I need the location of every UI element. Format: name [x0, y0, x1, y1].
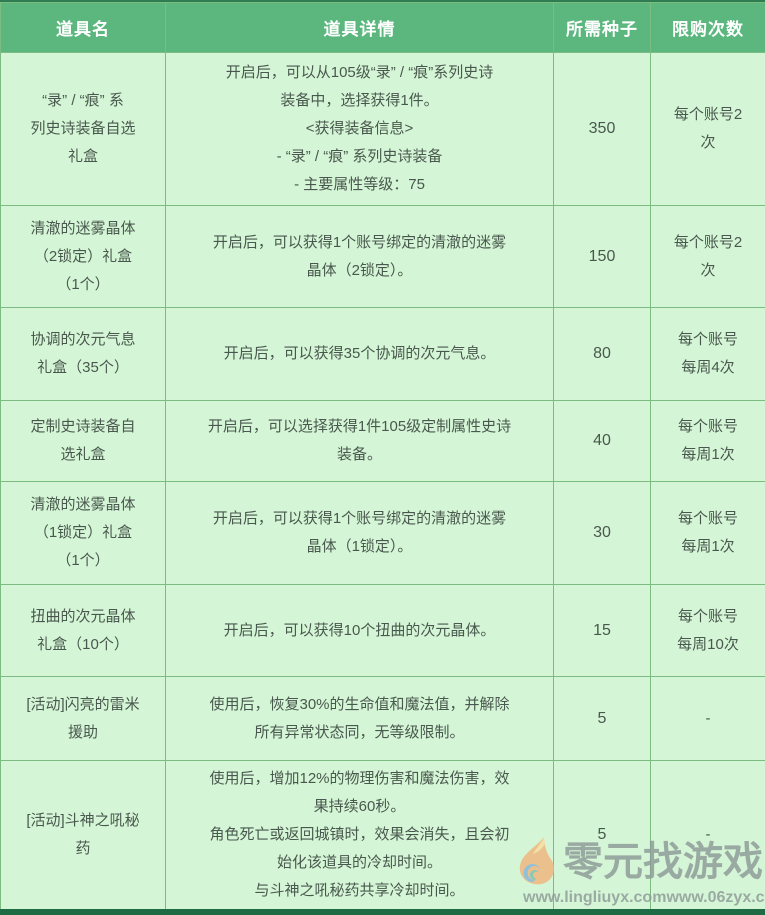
- cell-item-details: 开启后，可以获得1个账号绑定的清澈的迷雾 晶体（1锁定）。: [165, 481, 554, 585]
- cell-purchase-limit: 每个账号 每周1次: [650, 400, 765, 482]
- cell-purchase-limit: 每个账号2 次: [650, 52, 765, 206]
- table-row: [活动]斗神之吼秘 药使用后，增加12%的物理伤害和魔法伤害，效 果持续60秒。…: [0, 760, 765, 909]
- cell-item-details: 使用后，恢复30%的生命值和魔法值，并解除 所有异常状态同，无等级限制。: [165, 676, 554, 761]
- header-item-name: 道具名: [0, 2, 166, 53]
- cell-seeds-needed: 40: [553, 400, 651, 482]
- table-row: 定制史诗装备自 选礼盒 开启后，可以选择获得1件105级定制属性史诗 装备。 40 每…: [0, 400, 765, 482]
- table-row: 清澈的迷雾晶体 （1锁定）礼盒 （1个） 开启后，可以获得1个账号绑定的清澈的迷雾…: [0, 481, 765, 585]
- cell-item-name: [活动]闪亮的雷米 援助: [0, 676, 166, 761]
- cell-item-name: [活动]斗神之吼秘 药: [0, 760, 166, 909]
- table-row: 扭曲的次元晶体 礼盒（10个） 开启后，可以获得10个扭曲的次元晶体。 15 每个账号…: [0, 584, 765, 677]
- cell-seeds-needed: 5: [553, 676, 651, 761]
- cell-item-details: 开启后，可以获得10个扭曲的次元晶体。: [165, 584, 554, 677]
- cell-purchase-limit: 每个账号 每周1次: [650, 481, 765, 585]
- table-row: “录” / “痕” 系 列史诗装备自选 礼盒 开启后，可以从105级“录” / “…: [0, 52, 765, 206]
- header-item-details: 道具详情: [165, 2, 554, 53]
- cell-item-details: 开启后，可以从105级“录” / “痕”系列史诗 装备中，选择获得1件。 <获得…: [165, 52, 554, 206]
- cell-purchase-limit: -: [650, 760, 765, 909]
- header-seeds-needed: 所需种子: [553, 2, 651, 53]
- table-row: [活动]闪亮的雷米 援助 使用后，恢复30%的生命值和魔法值，并解除 所有异常状态…: [0, 676, 765, 761]
- cell-item-details: 开启后，可以获得1个账号绑定的清澈的迷雾 晶体（2锁定）。: [165, 205, 554, 308]
- cell-purchase-limit: 每个账号2 次: [650, 205, 765, 308]
- cell-seeds-needed: 5: [553, 760, 651, 909]
- cell-item-name: “录” / “痕” 系 列史诗装备自选 礼盒: [0, 52, 166, 206]
- cell-seeds-needed: 350: [553, 52, 651, 206]
- cell-item-details: 开启后，可以获得35个协调的次元气息。: [165, 307, 554, 401]
- cell-item-name: 定制史诗装备自 选礼盒: [0, 400, 166, 482]
- header-row: 道具名 道具详情 所需种子 限购次数: [0, 2, 765, 53]
- cell-item-name: 清澈的迷雾晶体 （2锁定）礼盒 （1个）: [0, 205, 166, 308]
- cell-purchase-limit: -: [650, 676, 765, 761]
- table-row: 清澈的迷雾晶体 （2锁定）礼盒 （1个） 开启后，可以获得1个账号绑定的清澈的迷雾…: [0, 205, 765, 308]
- cell-item-name: 清澈的迷雾晶体 （1锁定）礼盒 （1个）: [0, 481, 166, 585]
- header-purchase-limit: 限购次数: [650, 2, 765, 53]
- cell-seeds-needed: 30: [553, 481, 651, 585]
- cell-seeds-needed: 15: [553, 584, 651, 677]
- cell-item-name: 扭曲的次元晶体 礼盒（10个）: [0, 584, 166, 677]
- cell-seeds-needed: 80: [553, 307, 651, 401]
- cell-item-details: 使用后，增加12%的物理伤害和魔法伤害，效 果持续60秒。 角色死亡或返回城镇时…: [165, 760, 554, 909]
- cell-purchase-limit: 每个账号 每周4次: [650, 307, 765, 401]
- cell-item-details: 开启后，可以选择获得1件105级定制属性史诗 装备。: [165, 400, 554, 482]
- cell-purchase-limit: 每个账号 每周10次: [650, 584, 765, 677]
- cell-item-name: 协调的次元气息 礼盒（35个）: [0, 307, 166, 401]
- cell-seeds-needed: 150: [553, 205, 651, 308]
- table-row: 协调的次元气息 礼盒（35个） 开启后，可以获得35个协调的次元气息。 80 每个账号…: [0, 307, 765, 401]
